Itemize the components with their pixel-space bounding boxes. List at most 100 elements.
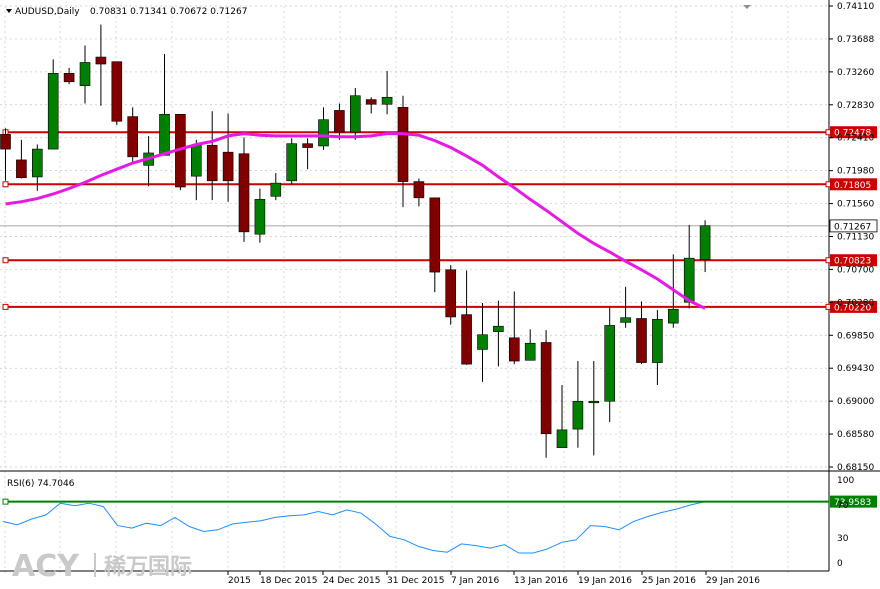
current-price-tag-text: 0.71267 — [834, 222, 871, 232]
candle-body — [636, 318, 647, 363]
time-tick-label: 19 Jan 2016 — [578, 576, 632, 586]
candle-body — [0, 134, 11, 150]
current-price-tag — [829, 219, 878, 233]
candle-body — [620, 317, 631, 323]
candle-body — [493, 325, 504, 332]
logo-brand: ACY — [12, 549, 80, 584]
candle-body — [334, 110, 345, 133]
time-tick-label: 24 Dec 2015 — [323, 576, 381, 586]
rsi-tick-label: 100 — [837, 476, 854, 486]
candle-body — [16, 159, 27, 179]
sr-handle[interactable] — [2, 257, 9, 264]
sr-price-tag-text: 0.70823 — [834, 257, 871, 267]
candle-body — [540, 342, 552, 435]
candle-body — [127, 116, 138, 158]
time-tick-label: 2015 — [228, 576, 251, 586]
price-tick-label: 0.70700 — [837, 265, 874, 275]
price-tick-label: 0.68150 — [837, 463, 874, 473]
rsi-label: RSI(6) 74.7046 — [7, 479, 75, 489]
moving-average-line — [5, 132, 706, 310]
candle-body — [524, 342, 536, 361]
candle-body — [191, 144, 202, 177]
price-axis: 0.72478 0.71805 0.70823 0.70220 0.74110 0.736… — [829, 2, 878, 473]
chart-header: AUDUSD,Daily 0.70831 0.71341 0.70672 0.7… — [6, 5, 751, 17]
shift-marker-icon[interactable] — [743, 5, 751, 9]
candle-body — [652, 318, 663, 363]
price-tick-label: 0.74110 — [837, 2, 874, 12]
candle-body — [47, 72, 59, 150]
rsi-line — [2, 501, 706, 554]
candle-body — [477, 334, 488, 350]
logo-divider — [94, 553, 96, 577]
candle-body — [286, 143, 298, 182]
candle-body — [349, 95, 361, 133]
rsi-level-tag — [830, 495, 877, 508]
candle-body — [95, 56, 107, 65]
sr-price-tag-text: 0.72478 — [834, 129, 871, 139]
price-tick-label: 0.71560 — [837, 200, 874, 210]
candle-body — [667, 308, 679, 324]
rsi-tick-label: 70 — [837, 501, 849, 511]
price-tick-label: 0.70280 — [837, 298, 874, 308]
candle-body — [604, 325, 616, 402]
acy-logo: ACY 稀万国际 — [12, 549, 192, 584]
candle-body — [683, 257, 695, 303]
candle-body — [397, 107, 409, 182]
candle-body — [254, 199, 266, 235]
candle-body — [572, 400, 584, 430]
candle-body — [381, 96, 393, 105]
sr-price-tag — [830, 254, 877, 267]
price-tick-label: 0.71980 — [837, 167, 874, 177]
candle-body — [222, 151, 234, 182]
candle-body — [79, 62, 91, 86]
candle-body — [318, 119, 329, 147]
candle-body — [238, 153, 250, 233]
rsi-tick-label: 30 — [837, 534, 849, 544]
price-tick-label: 0.73260 — [837, 68, 874, 78]
sr-handle[interactable] — [2, 181, 9, 188]
support-resistance-lines[interactable] — [2, 129, 832, 310]
price-tick-label: 0.69850 — [837, 331, 874, 341]
rsi-panel: 73.9583 100 70 30 0 — [2, 476, 877, 569]
time-axis: 2015 18 Dec 2015 24 Dec 2015 31 Dec 2015 7 J… — [227, 571, 760, 586]
time-tick-label: 7 Jan 2016 — [451, 576, 499, 586]
sr-price-tag — [830, 300, 877, 313]
sr-handle[interactable] — [2, 303, 9, 310]
rsi-level-handle[interactable] — [2, 498, 9, 505]
price-tick-label: 0.69430 — [837, 364, 874, 374]
rsi-level-tag-text: 73.9583 — [834, 498, 871, 508]
candle-body — [413, 181, 425, 199]
sr-price-tag — [830, 178, 877, 191]
candle-body — [31, 148, 43, 178]
sr-price-tag — [830, 126, 877, 139]
price-tick-label: 0.72410 — [837, 134, 874, 144]
candle-body — [429, 197, 441, 273]
ohlc-readout: 0.70831 0.71341 0.70672 0.71267 — [90, 7, 247, 17]
candle-body — [365, 99, 377, 105]
candle-body — [699, 225, 711, 261]
candle-body — [445, 269, 457, 318]
candle-body — [206, 144, 218, 182]
candle-body — [556, 429, 568, 448]
price-tick-label: 0.73688 — [837, 35, 874, 45]
time-tick-label: 31 Dec 2015 — [387, 576, 445, 586]
time-tick-label: 25 Jan 2016 — [642, 576, 696, 586]
candle-body — [270, 182, 282, 197]
candle-body — [508, 337, 520, 362]
dropdown-triangle-icon[interactable] — [6, 9, 12, 13]
sr-price-tag-text: 0.71805 — [834, 181, 871, 191]
time-tick-label: 13 Jan 2016 — [514, 576, 568, 586]
price-tick-label: 0.69000 — [837, 397, 874, 407]
candle-body — [461, 314, 472, 365]
symbol-label: AUDUSD,Daily — [15, 7, 80, 17]
logo-chinese: 稀万国际 — [104, 554, 192, 580]
candle-body — [302, 143, 313, 148]
candle-body — [111, 61, 123, 122]
candle-body — [159, 113, 170, 156]
price-tick-label: 0.68580 — [837, 430, 874, 440]
sr-price-tag-text: 0.70220 — [834, 303, 871, 313]
rsi-tick-label: 0 — [837, 559, 843, 569]
price-tick-label: 0.72830 — [837, 101, 874, 111]
